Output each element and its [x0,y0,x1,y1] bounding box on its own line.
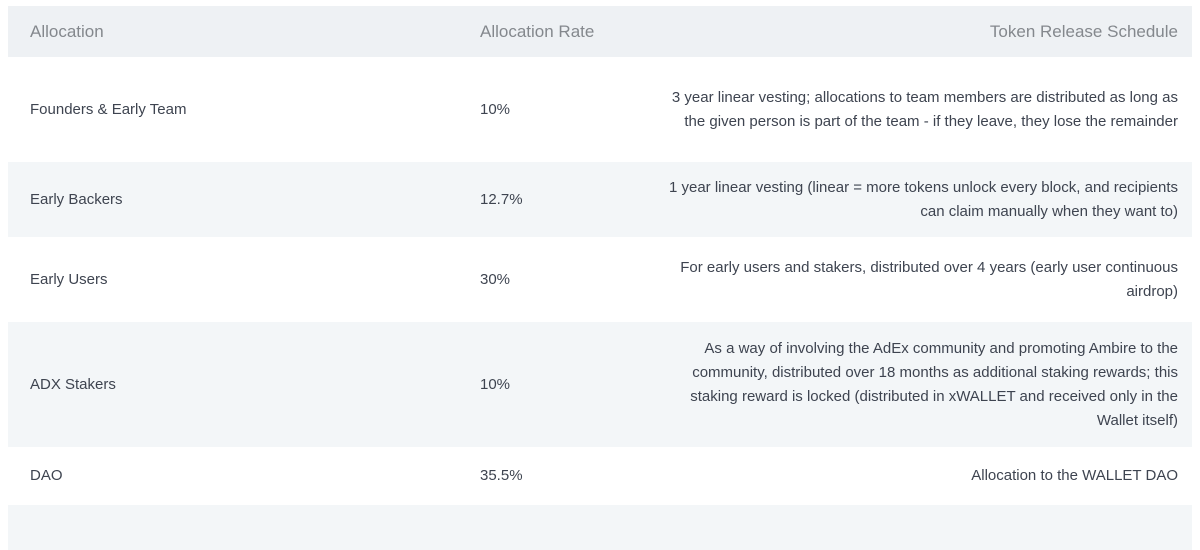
allocation-rate-cell: 1.8% [479,505,649,550]
allocation-rate-cell: 35.5% [480,467,523,484]
token-allocation-table-container: Allocation Allocation Rate Token Release… [8,6,1192,550]
allocation-cell: Innitial liquidity [8,505,479,550]
table-body: Founders & Early Team 10% 3 year linear … [8,57,1192,550]
column-header-token-release-schedule: Token Release Schedule [989,21,1178,41]
release-schedule-cell: Allocation to the WALLET DAO [971,467,1178,484]
table-header: Allocation Allocation Rate Token Release… [8,6,1192,57]
allocation-cell: DAO [30,467,63,484]
token-allocation-table: Allocation Allocation Rate Token Release… [8,6,1192,550]
release-schedule-cell: 3 year linear vesting; allocations to te… [671,88,1178,130]
table-row: Founders & Early Team 10% 3 year linear … [8,57,1192,162]
header-row: Allocation Allocation Rate Token Release… [8,6,1192,57]
table-row: Early Backers 12.7% 1 year linear vestin… [8,162,1192,237]
allocation-rate-cell: 10% [480,375,511,393]
table-row: DAO 35.5% Allocation to the WALLET DAO [8,447,1192,505]
allocation-rate-cell: 10% [480,100,511,118]
table-row: Innitial liquidity 1.8% For launching th… [8,505,1192,550]
allocation-cell: Founders & Early Team [30,100,187,118]
allocation-cell: Early Backers [30,190,123,208]
release-schedule-cell: 1 year linear vesting (linear = more tok… [668,178,1178,220]
column-header-allocation: Allocation [30,21,104,41]
column-header-allocation-rate: Allocation Rate [480,21,595,41]
table-row: ADX Stakers 10% As a way of involving th… [8,322,1192,447]
release-schedule-cell: For launching the token [649,505,1192,550]
table-row: Early Users 30% For early users and stak… [8,237,1192,322]
release-schedule-cell: As a way of involving the AdEx community… [690,339,1178,429]
allocation-cell: Early Users [30,270,108,288]
allocation-cell: ADX Stakers [30,375,116,393]
allocation-rate-cell: 12.7% [480,190,523,208]
release-schedule-cell: For early users and stakers, distributed… [680,258,1178,300]
allocation-rate-cell: 30% [480,270,511,288]
